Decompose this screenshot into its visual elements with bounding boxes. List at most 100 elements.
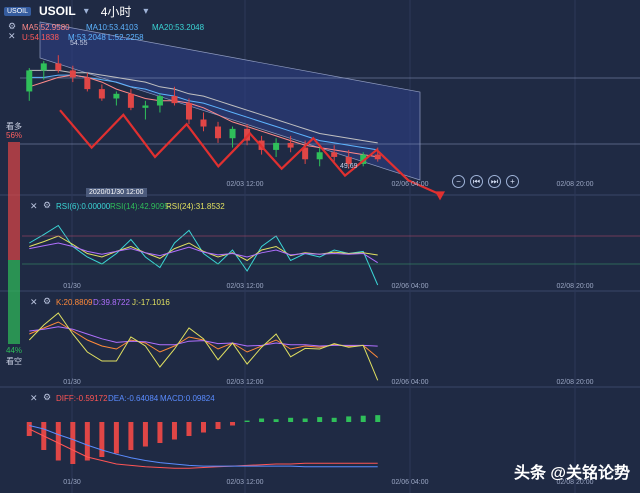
macd-close-icon[interactable]: ✕ <box>30 393 38 403</box>
macd-bar <box>157 422 163 443</box>
time-tick-label: 02/08 20:00 <box>557 181 594 188</box>
upper-band-label: U:54.1838 <box>22 33 59 42</box>
middle-band-label: M:53.2048 <box>68 33 106 42</box>
candle-body <box>113 93 120 99</box>
macd-bar <box>375 415 381 422</box>
time-tick-label: 02/03 12:00 <box>227 479 264 486</box>
time-tick-label: 02/06 04:00 <box>392 379 429 386</box>
time-tick-label: 01/30 <box>63 479 81 486</box>
time-tick-label: 02/08 20:00 <box>557 379 594 386</box>
candle-body <box>127 93 134 108</box>
d-label: D:39.8722 <box>93 298 130 307</box>
candle-body <box>287 142 294 148</box>
macd-bar <box>128 422 134 450</box>
candle-body <box>84 77 91 90</box>
series-line-k <box>29 321 379 358</box>
candle-body <box>142 105 149 108</box>
symbol-chevron-icon[interactable]: ▾ <box>83 5 89 17</box>
macd-bar <box>317 417 323 422</box>
rsi24-label: RSI(24):31.8532 <box>166 202 225 211</box>
high-price-label: 54.55 <box>70 40 88 47</box>
macd-bar <box>26 422 32 436</box>
macd-bar <box>55 422 61 461</box>
candle-body <box>374 154 381 160</box>
series-line-rsi24 <box>29 242 378 264</box>
candle-body <box>98 89 105 99</box>
rsi6-label: RSI(6):0.00000 <box>56 202 111 211</box>
lower-band-label: L:52.2258 <box>108 33 144 42</box>
time-tick-label: 02/06 04:00 <box>392 479 429 486</box>
candle-body <box>156 96 163 106</box>
series-line-rsi6 <box>29 224 379 286</box>
zoom-in-icon[interactable]: + <box>506 175 519 188</box>
rsi14-label: RSI(14):42.9095 <box>110 202 169 211</box>
macd-dea-line <box>29 425 378 468</box>
ma10-label: MA10:53.4103 <box>86 23 139 32</box>
kdj-settings-icon[interactable]: ⚙ <box>43 296 52 306</box>
time-tick-label: 02/03 12:00 <box>227 379 264 386</box>
candle-body <box>171 96 178 104</box>
time-tick-label: 02/06 04:00 <box>392 283 429 290</box>
candle-body <box>302 147 309 160</box>
bull-percent: 56% <box>6 131 23 140</box>
time-tick-label: 02/03 12:00 <box>227 181 264 188</box>
ma20-label: MA20:53.2048 <box>152 23 205 32</box>
candle-body <box>360 154 367 164</box>
candle-body <box>331 152 338 157</box>
candle-body <box>69 70 76 78</box>
macd-bar <box>186 422 192 436</box>
prev-icon[interactable]: ⏮ <box>470 175 483 188</box>
kdj-close-icon[interactable]: ✕ <box>30 297 38 307</box>
macd-bar <box>171 422 177 440</box>
bull-label: 看多 <box>6 122 22 131</box>
macd-bar <box>230 422 236 426</box>
candle-body <box>345 156 352 164</box>
macd-bar <box>142 422 148 447</box>
trend-channel <box>39 21 421 181</box>
next-icon[interactable]: ⏭ <box>488 175 501 188</box>
top-bar: USOIL USOIL ▾ 4小时 ▾ <box>0 0 640 22</box>
series-line-rsi14 <box>29 235 378 262</box>
time-tick-label: 02/06 04:00 <box>392 181 429 188</box>
symbol-name[interactable]: USOIL <box>39 4 76 18</box>
macd-bar <box>273 419 279 422</box>
rsi-settings-icon[interactable]: ⚙ <box>43 200 52 210</box>
macd-bar <box>346 416 352 422</box>
timeframe-selector[interactable]: 4小时 <box>100 4 132 19</box>
time-tick-label: 01/30 <box>63 283 81 290</box>
candle-body <box>26 70 33 92</box>
projection-path <box>59 109 441 196</box>
settings-gear-icon[interactable]: ⚙ <box>8 21 17 31</box>
macd-bar <box>99 422 105 457</box>
bear-percent: 44% <box>6 346 23 355</box>
macd-bar <box>113 422 119 454</box>
macd-bar <box>215 422 221 429</box>
time-tick-label: 02/08 20:00 <box>557 479 594 486</box>
candle-body <box>40 63 47 71</box>
candle-body <box>200 119 207 127</box>
ma20-line <box>29 69 378 144</box>
symbol-badge: USOIL <box>4 6 32 16</box>
close-icon[interactable]: ✕ <box>8 31 16 41</box>
macd-bar <box>288 417 294 422</box>
k-label: K:20.8809 <box>56 298 93 307</box>
macd-settings-icon[interactable]: ⚙ <box>43 392 52 402</box>
rsi-close-icon[interactable]: ✕ <box>30 201 38 211</box>
candle-body <box>273 142 280 150</box>
series-line-d <box>29 326 378 347</box>
j-label: J:-17.1016 <box>132 298 170 307</box>
series-line-j <box>28 312 379 381</box>
time-tick-label: 02/03 12:00 <box>227 283 264 290</box>
timeframe-chevron-icon[interactable]: ▾ <box>143 5 149 17</box>
zoom-out-icon[interactable]: − <box>452 175 465 188</box>
candle-body <box>55 63 62 71</box>
macd-bar <box>360 415 366 422</box>
candle-body <box>185 103 192 120</box>
macd-bar <box>201 422 206 433</box>
macd-bar <box>331 417 337 422</box>
macd-bar <box>84 422 90 461</box>
crosshair-time: 2020/01/30 12:00 <box>86 188 147 197</box>
candle-body <box>229 128 236 139</box>
